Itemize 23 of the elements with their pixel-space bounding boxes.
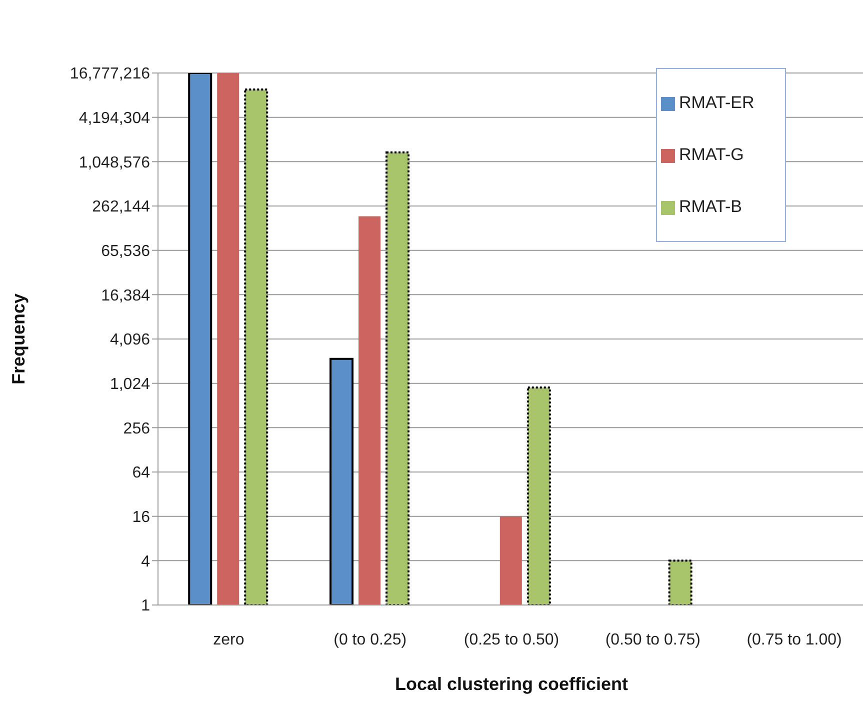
x-tick-label: (0.75 to 1.00) <box>746 631 842 648</box>
y-tick-label: 262,144 <box>92 198 150 216</box>
y-tick-label: 4 <box>141 553 150 570</box>
y-tick-label: 1 <box>141 598 150 615</box>
y-tick-label: 256 <box>123 420 150 438</box>
y-tick-label: 16 <box>132 509 150 526</box>
y-axis-title: Frequency <box>8 293 28 385</box>
legend-label: RMAT-ER <box>679 93 754 112</box>
legend-label: RMAT-B <box>679 197 742 216</box>
y-tick-label: 4,194,304 <box>78 110 150 128</box>
legend-label: RMAT-G <box>679 145 744 164</box>
y-tick-label: 1,048,576 <box>78 154 150 172</box>
y-tick-label: 1,024 <box>110 376 150 394</box>
x-axis-title: Local clustering coefficient <box>394 674 628 694</box>
x-tick-label: (0.25 to 0.50) <box>464 631 560 648</box>
y-tick-label: 16,777,216 <box>70 66 150 83</box>
y-tick-label: 16,384 <box>101 287 150 304</box>
x-tick-label: (0 to 0.25) <box>334 631 407 648</box>
y-tick-label: 4,096 <box>110 332 150 349</box>
x-tick-label: zero <box>213 631 244 648</box>
y-tick-label: 65,536 <box>101 243 150 260</box>
y-tick-label: 64 <box>132 464 150 482</box>
x-tick-label: (0.50 to 0.75) <box>605 631 700 648</box>
